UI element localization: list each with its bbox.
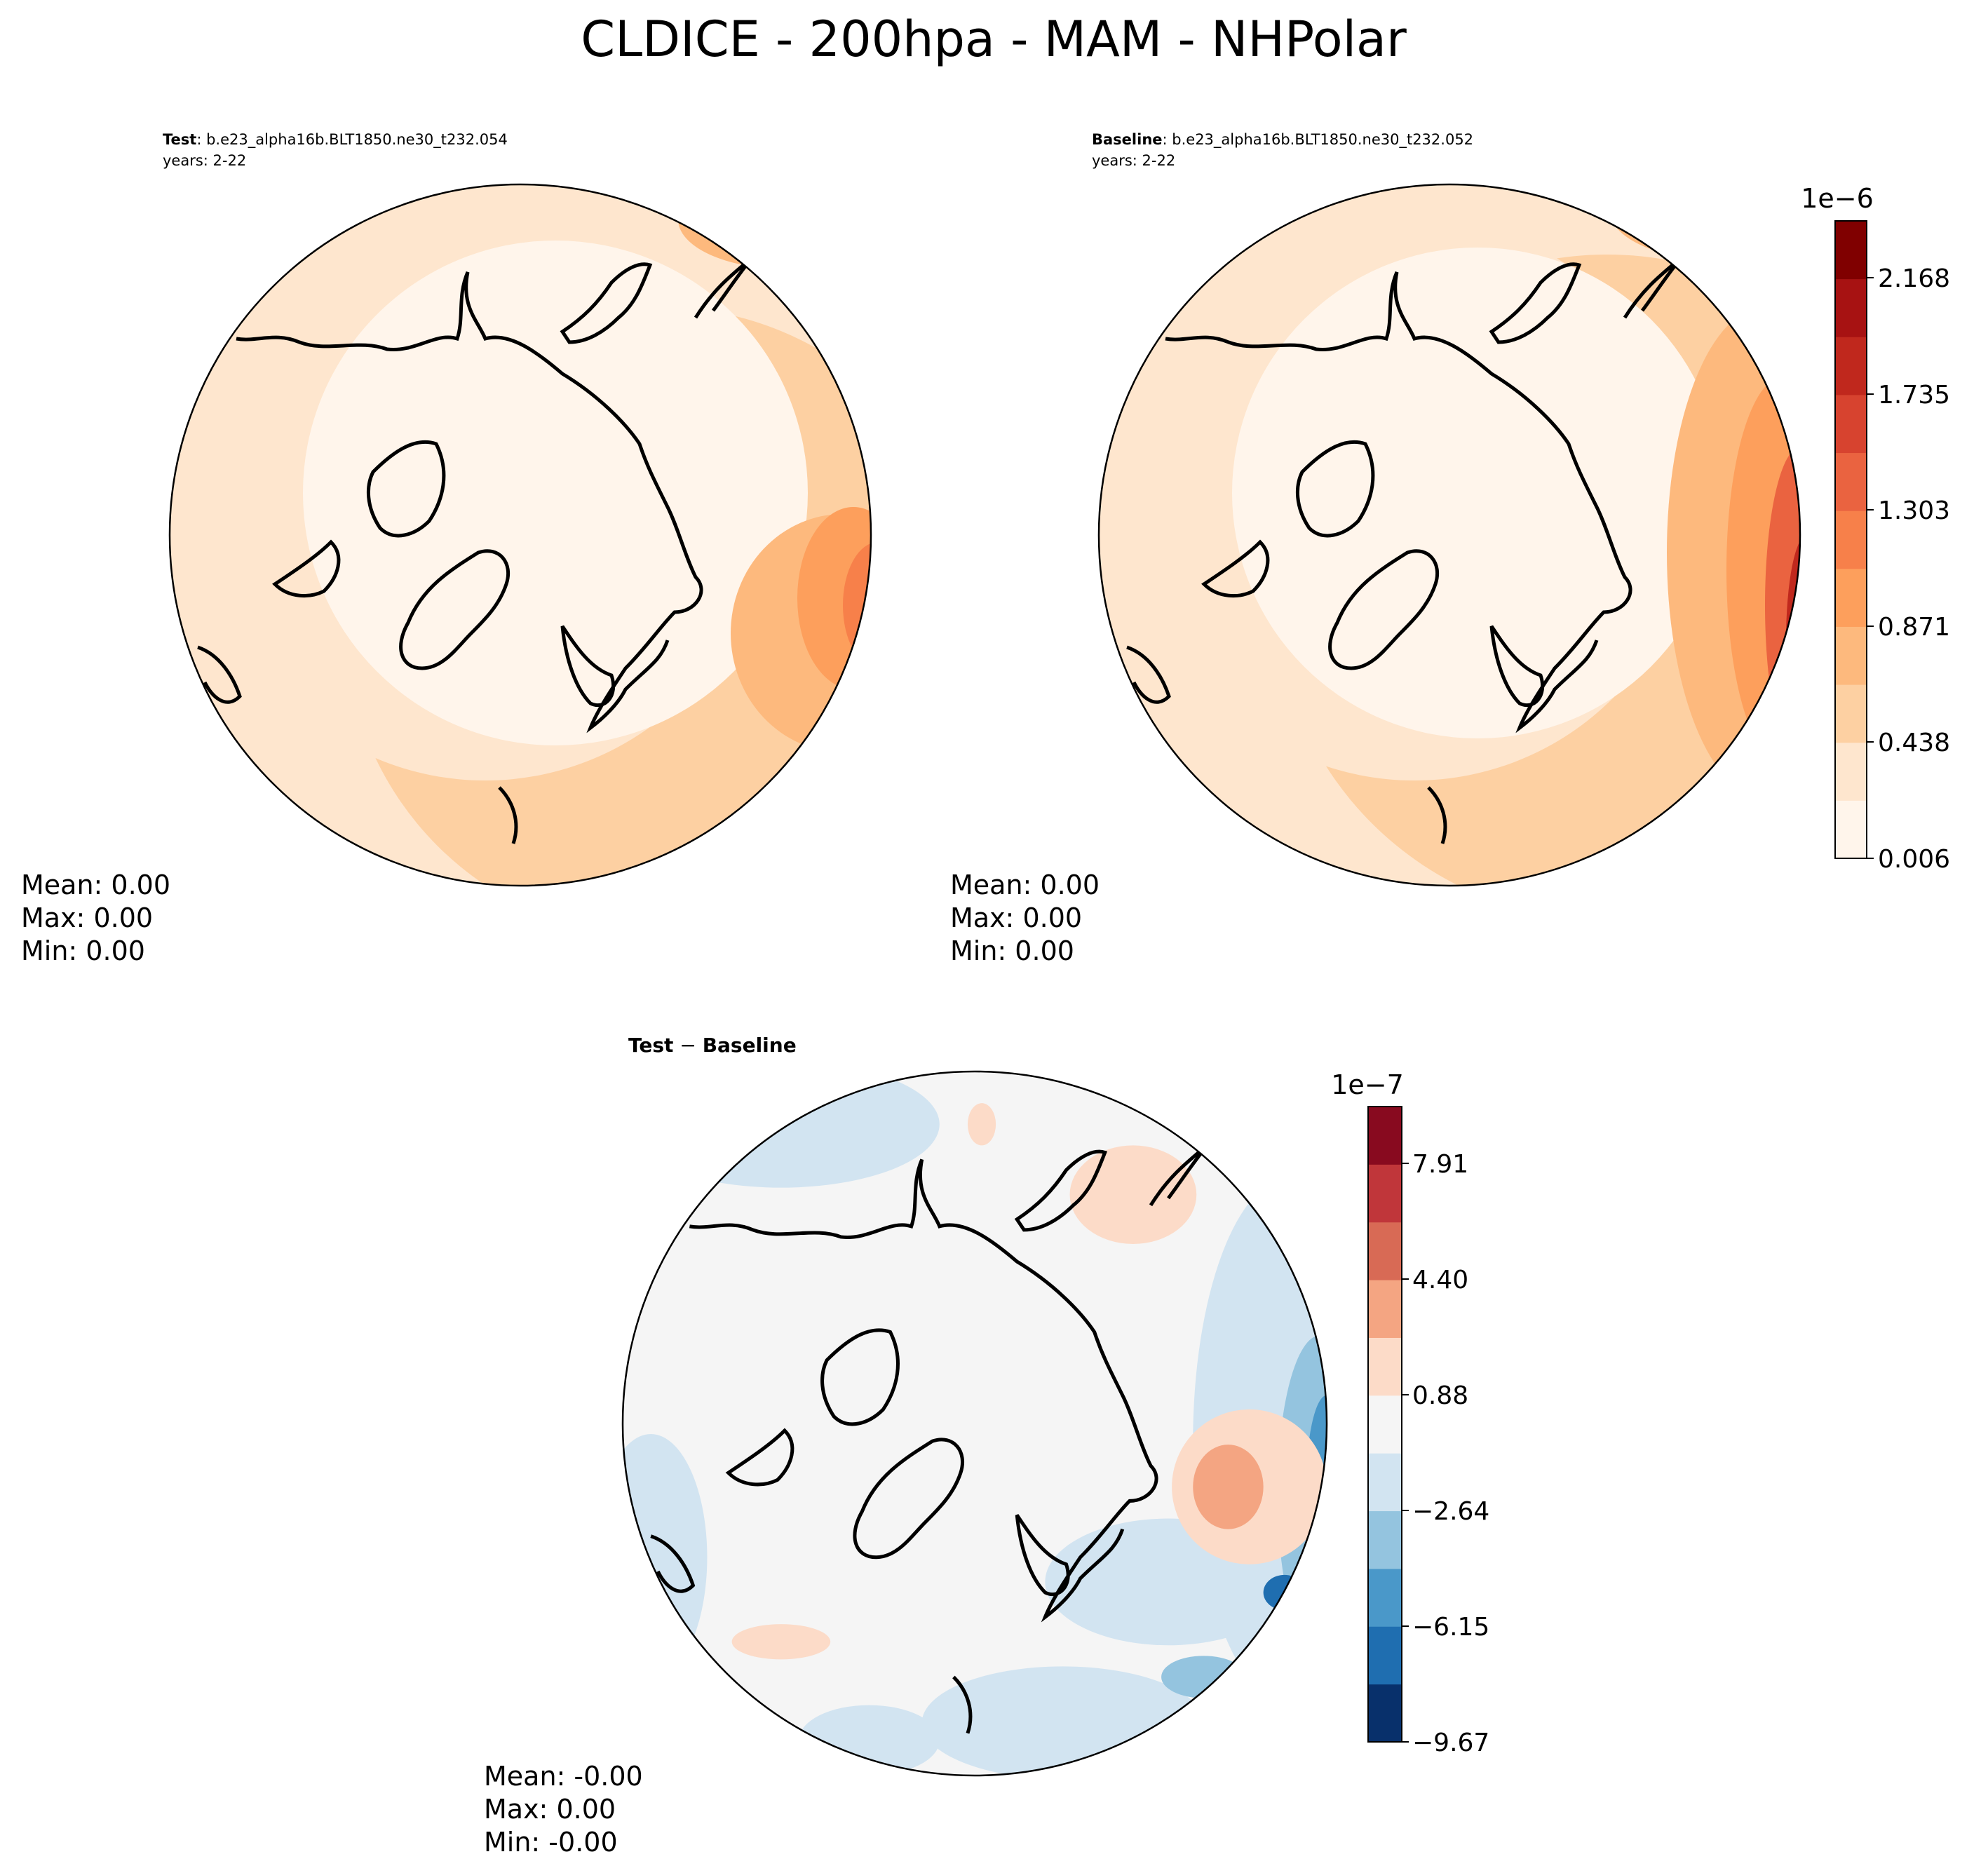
colorbar-swatch [1368, 1280, 1402, 1338]
colorbar-swatch [1368, 1222, 1402, 1280]
main-colorbar-swatches [1835, 221, 1867, 859]
main-tick-label: 0.006 [1878, 845, 1950, 874]
main-tick-label: 0.438 [1878, 729, 1950, 757]
colorbar-swatch [1835, 684, 1867, 743]
baseline-mean: Mean: 0.00 [950, 870, 1100, 900]
diff-colorbar-swatches [1368, 1107, 1402, 1743]
colorbar-swatch [1368, 1510, 1402, 1569]
diff-tick-label: 0.88 [1412, 1381, 1468, 1410]
colorbar-swatch [1835, 278, 1867, 337]
test-panel: Test: b.e23_alpha16b.BLT1850.ne30_t232.0… [21, 131, 872, 966]
baseline-panel-header: Baseline: b.e23_alpha16b.BLT1850.ne30_t2… [1092, 131, 1473, 149]
main-colorbar-ticks: 2.168 1.735 1.303 0.871 0.438 0.006 [1867, 264, 1950, 874]
colorbar-swatch [1835, 742, 1867, 801]
diff-min: Min: -0.00 [484, 1827, 618, 1858]
diff-colorbar-ticks: 7.91 4.40 0.88 −2.64 −6.15 −9.67 [1402, 1150, 1489, 1757]
colorbar-swatch [1835, 221, 1867, 280]
colorbar-swatch [1835, 394, 1867, 454]
colorbar-swatch [1835, 626, 1867, 685]
baseline-panel: Baseline: b.e23_alpha16b.BLT1850.ne30_t2… [950, 131, 1801, 966]
diff-panel-header: Test − Baseline [628, 1034, 797, 1057]
colorbar-swatch [1368, 1626, 1402, 1685]
colorbar-swatch [1368, 1337, 1402, 1396]
figure-title: CLDICE - 200hpa - MAM - NHPolar [581, 11, 1407, 68]
diff-tick-label: 4.40 [1412, 1266, 1468, 1294]
colorbar-swatch [1368, 1395, 1402, 1454]
main-tick-label: 0.871 [1878, 613, 1950, 642]
test-panel-years: years: 2-22 [163, 152, 246, 169]
diff-tick-label: 7.91 [1412, 1150, 1468, 1179]
diff-max: Max: 0.00 [484, 1794, 616, 1825]
diff-tick-label: −9.67 [1412, 1729, 1489, 1757]
test-mean: Mean: 0.00 [21, 870, 170, 900]
diff-mean: Mean: -0.00 [484, 1761, 643, 1792]
baseline-max: Max: 0.00 [950, 902, 1082, 933]
main-tick-label: 1.303 [1878, 496, 1950, 525]
diff-tick-label: −2.64 [1412, 1497, 1489, 1526]
diff-tick-label: −6.15 [1412, 1613, 1489, 1642]
test-map [168, 183, 872, 887]
colorbar-swatch [1835, 510, 1867, 569]
main-tick-label: 2.168 [1878, 264, 1950, 293]
test-min: Min: 0.00 [21, 935, 145, 966]
test-max: Max: 0.00 [21, 902, 153, 933]
colorbar-swatch [1835, 337, 1867, 395]
diff-colorbar-exponent: 1e−7 [1331, 1069, 1404, 1100]
colorbar-swatch [1368, 1164, 1402, 1223]
baseline-map [1097, 183, 1801, 887]
main-colorbar-exponent: 1e−6 [1801, 183, 1874, 214]
baseline-panel-years: years: 2-22 [1092, 152, 1175, 169]
diff-colorbar: 1e−7 7.91 4.40 0.88 −2.64 −6.15 −9.67 [1331, 1069, 1489, 1757]
main-tick-label: 1.735 [1878, 381, 1950, 410]
diff-map [621, 1070, 1328, 1777]
colorbar-swatch [1835, 452, 1867, 511]
colorbar-swatch [1368, 1453, 1402, 1512]
colorbar-swatch [1368, 1107, 1402, 1165]
colorbar-swatch [1835, 568, 1867, 627]
test-panel-header: Test: b.e23_alpha16b.BLT1850.ne30_t232.0… [163, 131, 508, 149]
baseline-min: Min: 0.00 [950, 935, 1074, 966]
colorbar-swatch [1368, 1568, 1402, 1627]
diff-panel: Test − Baseline [484, 1034, 1328, 1858]
main-colorbar: 1e−6 2.168 1.735 1.303 0.871 0.438 0.006 [1801, 183, 1950, 874]
colorbar-swatch [1368, 1684, 1402, 1743]
colorbar-swatch [1835, 800, 1867, 859]
